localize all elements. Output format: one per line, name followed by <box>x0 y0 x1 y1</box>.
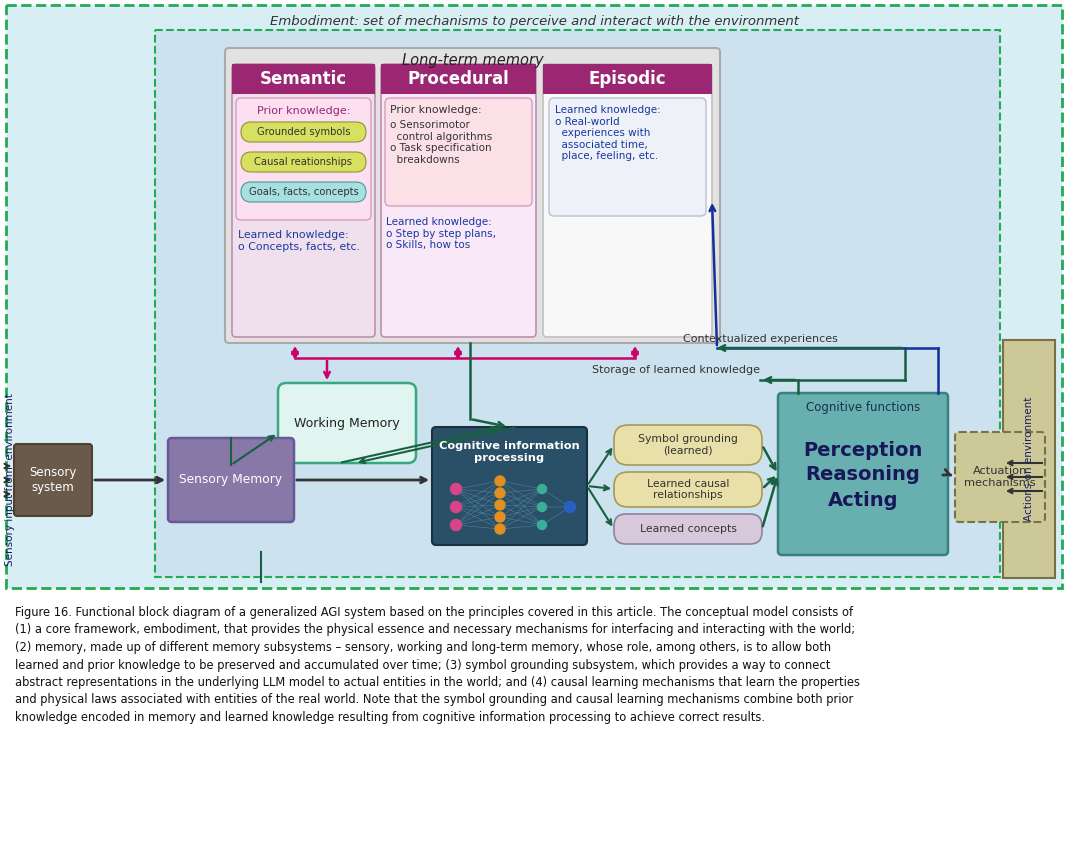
Bar <box>381 64 536 94</box>
FancyBboxPatch shape <box>241 182 366 202</box>
Bar <box>1003 340 1055 578</box>
Text: Actuation
mechanisms: Actuation mechanisms <box>964 466 1036 488</box>
Text: Causal reationships: Causal reationships <box>255 157 352 167</box>
FancyBboxPatch shape <box>241 152 366 172</box>
Circle shape <box>495 488 505 498</box>
Text: Procedural: Procedural <box>407 70 510 88</box>
Text: Cognitive functions: Cognitive functions <box>806 400 920 413</box>
Text: Semantic: Semantic <box>260 70 347 88</box>
Text: Figure 16. Functional block diagram of a generalized AGI system based on the pri: Figure 16. Functional block diagram of a… <box>15 606 860 724</box>
Text: Symbol grounding
(learned): Symbol grounding (learned) <box>638 434 738 455</box>
Text: Goals, facts, concepts: Goals, facts, concepts <box>248 187 359 197</box>
Circle shape <box>495 512 505 522</box>
Text: Grounded symbols: Grounded symbols <box>257 127 350 137</box>
Text: Long-term memory: Long-term memory <box>402 53 543 69</box>
Text: Cognitive information
processing: Cognitive information processing <box>440 441 580 462</box>
Text: Storage of learned knowledge: Storage of learned knowledge <box>592 365 760 375</box>
Circle shape <box>538 503 546 511</box>
Text: Contextualized experiences: Contextualized experiences <box>684 334 838 344</box>
FancyBboxPatch shape <box>615 514 762 544</box>
Text: Learned knowledge:
o Step by step plans,
o Skills, how tos: Learned knowledge: o Step by step plans,… <box>386 217 496 251</box>
Text: Learned causal
relationships: Learned causal relationships <box>647 479 729 500</box>
Circle shape <box>565 501 576 512</box>
FancyBboxPatch shape <box>241 122 366 142</box>
Text: Actions on environment: Actions on environment <box>1024 397 1034 521</box>
Bar <box>232 64 375 94</box>
Circle shape <box>495 500 505 510</box>
Bar <box>543 64 712 94</box>
FancyBboxPatch shape <box>549 98 706 216</box>
Circle shape <box>538 485 546 493</box>
Text: Working Memory: Working Memory <box>294 417 400 430</box>
FancyBboxPatch shape <box>615 472 762 507</box>
Text: Learned knowledge:
o Concepts, facts, etc.: Learned knowledge: o Concepts, facts, et… <box>238 230 360 251</box>
FancyBboxPatch shape <box>14 444 92 516</box>
Text: Prior knowledge:: Prior knowledge: <box>390 105 482 115</box>
Text: Embodiment: set of mechanisms to perceive and interact with the environment: Embodiment: set of mechanisms to perceiv… <box>270 15 798 28</box>
Text: Sensory input from  environment: Sensory input from environment <box>5 393 15 567</box>
Circle shape <box>450 484 461 494</box>
Bar <box>6 5 1062 588</box>
FancyBboxPatch shape <box>543 64 712 337</box>
Text: Perception
Reasoning
Acting: Perception Reasoning Acting <box>804 441 922 510</box>
Bar <box>156 30 1000 577</box>
Text: o Sensorimotor
  control algorithms
o Task specification
  breakdowns: o Sensorimotor control algorithms o Task… <box>390 120 492 164</box>
FancyBboxPatch shape <box>225 48 720 343</box>
Text: Learned knowledge:
o Real-world
  experiences with
  associated time,
  place, f: Learned knowledge: o Real-world experien… <box>555 105 661 161</box>
FancyBboxPatch shape <box>232 64 375 337</box>
Circle shape <box>538 521 546 530</box>
FancyBboxPatch shape <box>615 425 762 465</box>
Text: Sensory
system: Sensory system <box>29 466 77 494</box>
Circle shape <box>450 519 461 530</box>
Text: Sensory Memory: Sensory Memory <box>179 474 283 486</box>
Text: Learned concepts: Learned concepts <box>639 524 737 534</box>
Circle shape <box>495 524 505 534</box>
FancyBboxPatch shape <box>237 98 372 220</box>
Text: Prior knowledge:: Prior knowledge: <box>257 106 350 116</box>
Circle shape <box>450 501 461 512</box>
Text: Episodic: Episodic <box>589 70 666 88</box>
FancyBboxPatch shape <box>278 383 416 463</box>
FancyBboxPatch shape <box>384 98 532 206</box>
FancyBboxPatch shape <box>168 438 294 522</box>
FancyBboxPatch shape <box>778 393 948 555</box>
FancyBboxPatch shape <box>955 432 1045 522</box>
FancyBboxPatch shape <box>381 64 536 337</box>
Circle shape <box>495 476 505 486</box>
FancyBboxPatch shape <box>432 427 588 545</box>
